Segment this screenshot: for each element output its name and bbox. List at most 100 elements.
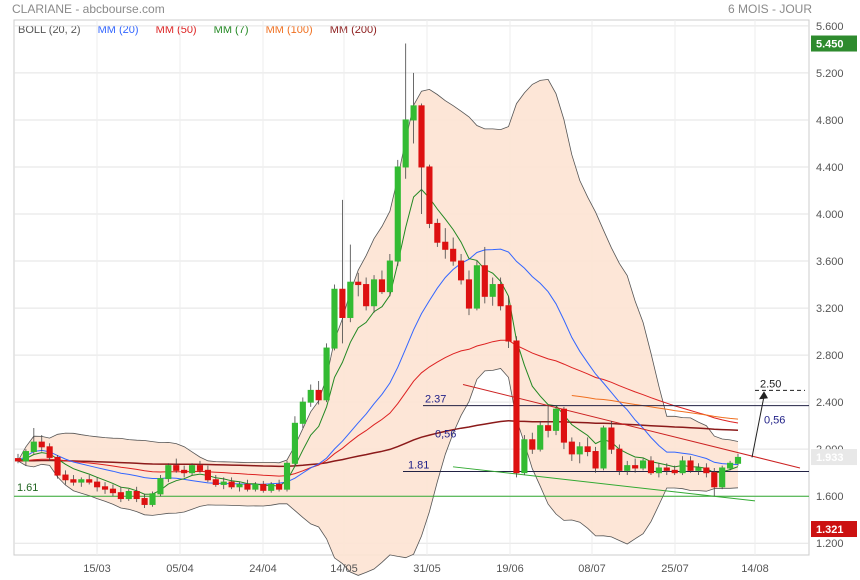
candle-body [695, 467, 702, 471]
candle-body [386, 260, 393, 293]
candle-body [141, 498, 148, 505]
candle-body [560, 408, 568, 443]
candle-body [86, 479, 93, 483]
candle-body [363, 284, 370, 307]
legend-mm100: MM (100) [265, 24, 313, 36]
bollinger-upper [17, 78, 739, 464]
bollinger-lower [17, 368, 739, 576]
candle-body [323, 347, 330, 401]
candle-body [545, 425, 552, 431]
candle-body [521, 439, 528, 474]
y-tick-label: 2.400 [816, 397, 844, 409]
candle-body [291, 422, 298, 464]
candle-body [307, 389, 314, 403]
legend-boll: BOLL (20, 2) [18, 24, 81, 36]
candle-body [639, 460, 647, 469]
x-axis: 15/03 05/04 24/04 14/05 31/05 19/06 08/07 25/07… [83, 563, 769, 575]
candle-body [125, 491, 132, 500]
legend: BOLL (20, 2) MM (20) MM (50) MM (7) MM (… [18, 24, 391, 36]
candle-body [727, 462, 734, 469]
candle-body [655, 467, 662, 474]
y-tick-label: 5.600 [816, 21, 844, 33]
label-181: 1.81 [408, 460, 429, 472]
candle-body [46, 446, 53, 458]
candle-body [315, 389, 322, 401]
label-250: 2.50 [760, 378, 781, 390]
candle-body [244, 483, 251, 490]
candle-body [497, 284, 504, 307]
candle-body [196, 465, 204, 471]
y-tick-label: 5.200 [816, 68, 844, 80]
candle-body [513, 340, 520, 474]
candle-body [157, 478, 164, 495]
candle-body [54, 456, 61, 476]
candle-body [62, 474, 69, 481]
candle-body [252, 483, 259, 490]
low-badge-text: 1.321 [816, 524, 844, 536]
candle-body [679, 460, 686, 474]
candle-body [165, 465, 172, 480]
candle-body [133, 491, 140, 500]
y-tick-label: 3.600 [816, 256, 844, 268]
high-badge-bg [811, 35, 857, 52]
candle-body [687, 460, 694, 471]
label-amplitude-right: 0,56 [764, 414, 785, 426]
x-tick-label: 31/05 [413, 563, 441, 575]
low-badge-bg [811, 521, 857, 538]
candle-body [149, 493, 156, 505]
candle-body [529, 439, 536, 450]
label-161: 1.61 [17, 482, 38, 494]
candle-body [671, 469, 678, 474]
candle-body [339, 288, 346, 318]
y-axis: 5.600 5.200 4.800 4.400 4.000 3.600 3.200 2.800… [816, 21, 844, 550]
candle-body [473, 265, 480, 309]
mm200-line [17, 419, 739, 468]
candle-body [188, 465, 196, 474]
candle-body [283, 462, 291, 490]
candle-body [94, 481, 101, 488]
price-badges: 5.450 1.321 1.933 [811, 35, 857, 538]
y-tick-label: 2.800 [816, 350, 844, 362]
bollinger-fill [18, 79, 738, 576]
candle-body [268, 483, 275, 491]
y-tick-label: 3.200 [816, 303, 844, 315]
candle-body [276, 483, 283, 490]
x-tick-label: 14/08 [741, 563, 769, 575]
mm50-line [17, 339, 739, 477]
candle-body [711, 472, 718, 488]
mm100-line [571, 395, 739, 420]
candle-body [426, 166, 433, 224]
y-tick-label: 4.000 [816, 209, 844, 221]
candle-body [109, 488, 117, 494]
candle-body [38, 441, 45, 448]
candle-body [703, 467, 710, 474]
candle-body [355, 281, 362, 286]
candle-body [592, 451, 599, 469]
candle-body [378, 279, 386, 293]
candle-body [22, 451, 29, 462]
candle-body [616, 448, 623, 471]
candle-body [465, 279, 473, 309]
candle-body [450, 248, 457, 262]
chart-title: CLARIANE - abcbourse.com [12, 2, 165, 16]
legend-mm20: MM (20) [97, 24, 139, 36]
candle-body [608, 427, 615, 450]
candle-body [576, 446, 583, 455]
candle-body [402, 119, 409, 168]
candle-body [663, 467, 670, 471]
candle-body [505, 305, 512, 342]
candle-body [30, 441, 37, 453]
x-tick-label: 05/04 [166, 563, 194, 575]
candle-body [14, 458, 22, 462]
period-label: 6 MOIS - JOUR [727, 2, 812, 16]
candle-body [204, 469, 211, 481]
high-badge-text: 5.450 [816, 39, 844, 51]
candle-body [173, 465, 180, 471]
target-arrow-shaft [751, 396, 765, 458]
candle-body [458, 260, 465, 281]
candle-body [101, 486, 109, 490]
x-tick-label: 25/07 [661, 563, 689, 575]
candle-body [734, 456, 742, 464]
candle-body [632, 465, 639, 469]
last-price-badge-bg [811, 449, 857, 466]
